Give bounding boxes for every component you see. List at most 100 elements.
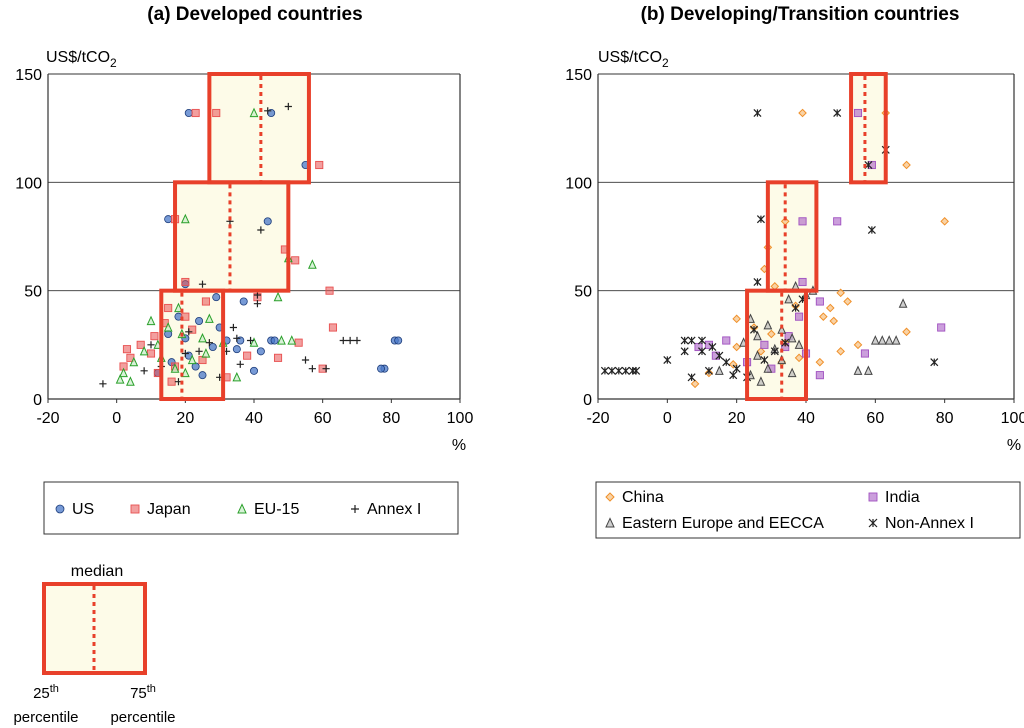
point-2-22 [853, 365, 863, 375]
legend-label-0: US [72, 501, 94, 518]
point-3-3 [257, 226, 265, 234]
point-2-13 [119, 367, 128, 378]
point-0-19 [794, 353, 804, 363]
point-3-20 [697, 347, 707, 356]
point-3-5 [867, 225, 876, 235]
box-fill-1 [767, 182, 817, 291]
legend-label-0: China [622, 489, 664, 506]
point-3-17 [181, 349, 189, 358]
x-tick-label--20: -20 [36, 410, 59, 427]
point-1-8 [325, 286, 334, 295]
point-3-21 [195, 347, 203, 355]
legend-item-annex-i: Annex I [351, 501, 421, 518]
point-3-25 [205, 339, 213, 347]
point-2-17 [870, 335, 880, 345]
point-3-13 [632, 366, 641, 375]
x-tick-label-100: 100 [1001, 410, 1024, 427]
legend-marker-3 [868, 518, 878, 528]
x-tick-label-20: 20 [176, 410, 194, 427]
point-2-21 [898, 298, 908, 308]
point-0-2 [164, 215, 173, 224]
point-2-23 [864, 365, 873, 375]
point-0-0 [798, 108, 807, 118]
panel-b-title: (b) Developing/Transition countries [641, 4, 960, 25]
point-2-18 [877, 335, 887, 345]
legend-marker-0 [605, 492, 615, 502]
x-tick-label-80: 80 [936, 410, 954, 427]
box-outline-2 [207, 72, 311, 185]
panel-a-developed: (a) Developed countries US$/tCO2 % 0 50 10… [15, 4, 473, 454]
point-0-29 [249, 366, 258, 375]
point-1-6 [181, 277, 190, 287]
point-0-8 [195, 316, 204, 325]
point-2-24 [756, 376, 766, 386]
legend-item-eu-15: EU-15 [237, 501, 299, 518]
point-2-8 [787, 332, 797, 343]
point-2-25 [232, 371, 242, 382]
point-0-25 [690, 379, 700, 389]
point-1-4 [798, 277, 807, 287]
point-0-18 [208, 342, 217, 351]
point-3-1 [264, 107, 272, 115]
series-china [690, 108, 949, 389]
point-1-5 [291, 256, 300, 265]
point-1-0 [853, 108, 863, 118]
legend-b-items: China India Eastern Europe and EECCA Non-An… [605, 489, 974, 532]
point-0-18 [756, 347, 766, 356]
point-2-4 [273, 291, 283, 302]
x-tick-label-100: 100 [447, 410, 474, 427]
point-3-16 [322, 365, 330, 373]
point-2-12 [129, 356, 139, 367]
legend-item-china: China [605, 489, 664, 506]
x-tick-label-60: 60 [314, 410, 332, 427]
point-2-5 [174, 302, 183, 313]
point-2-26 [204, 313, 214, 323]
point-2-16 [187, 354, 197, 365]
panel-a-ylabel: US$/tCO2 [46, 49, 117, 70]
point-3-6 [229, 323, 237, 332]
point-3-21 [708, 342, 717, 352]
point-1-17 [146, 349, 156, 358]
point-3-26 [236, 360, 244, 368]
point-0-27 [829, 316, 839, 326]
point-2-18 [249, 337, 259, 347]
point-1-13 [937, 323, 946, 332]
point-3-33 [749, 325, 759, 334]
panel-b-ylabel: US$/tCO2 [598, 49, 669, 70]
y-tick-label-0: 0 [583, 392, 592, 409]
point-3-10 [614, 366, 623, 375]
point-3-11 [621, 366, 630, 375]
point-2-19 [884, 335, 894, 345]
key-75th-label: 75th [130, 683, 156, 702]
point-2-19 [277, 335, 286, 345]
box-fill-1 [175, 182, 289, 291]
point-0-17 [732, 342, 741, 352]
y-tick-label-0: 0 [33, 392, 42, 409]
point-0-17 [394, 336, 403, 345]
point-1-15 [136, 340, 145, 349]
box-fill-2 [209, 74, 309, 183]
point-0-3 [263, 217, 272, 226]
legend-item-india: India [868, 489, 920, 506]
point-0-13 [732, 314, 741, 324]
box-outline-1 [765, 180, 819, 293]
point-0-27 [377, 364, 386, 373]
point-1-6 [795, 312, 804, 321]
point-2-3 [784, 293, 794, 304]
point-3-30 [687, 373, 696, 382]
point-2-24 [180, 367, 190, 378]
point-3-8 [233, 334, 241, 342]
point-2-10 [139, 345, 149, 356]
y-tick-label-50: 50 [24, 284, 42, 301]
point-1-17 [694, 342, 703, 352]
legend-marker-0 [55, 504, 65, 514]
point-3-4 [756, 215, 765, 224]
point-2-20 [891, 335, 901, 345]
legend-label-2: Eastern Europe and EECCA [622, 515, 824, 532]
series-eastern-europe-and-eecca [714, 280, 908, 386]
point-3-0 [753, 108, 762, 118]
point-0-15 [767, 329, 776, 339]
point-3-7 [185, 328, 193, 336]
point-1-2 [798, 217, 807, 226]
point-1-1 [867, 160, 876, 170]
